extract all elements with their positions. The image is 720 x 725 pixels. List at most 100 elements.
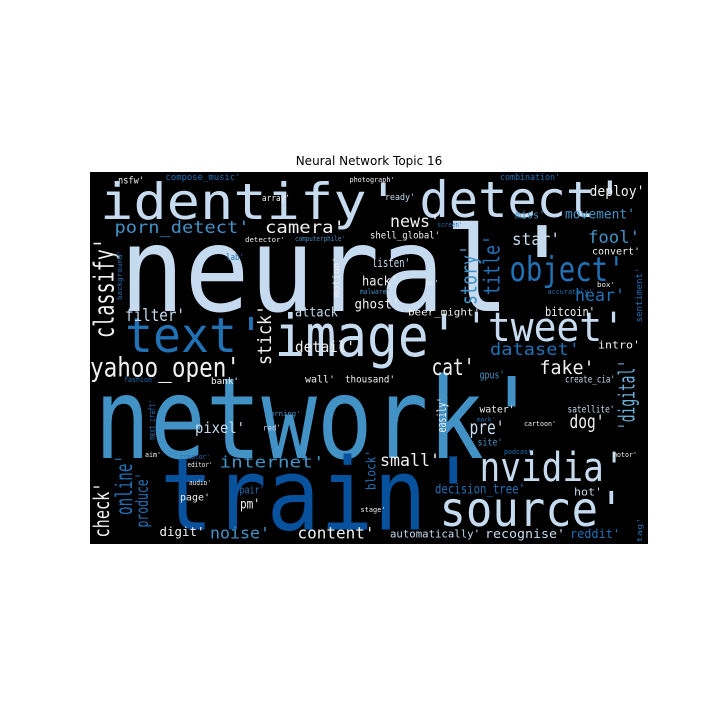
- chart-title: Neural Network Topic 16: [296, 154, 443, 168]
- word: dataset': [490, 340, 580, 360]
- word: lab': [226, 253, 244, 263]
- word: page': [180, 493, 210, 504]
- word: ready': [385, 193, 415, 203]
- word: fake': [540, 357, 595, 379]
- word: small': [380, 451, 440, 471]
- word: wall': [305, 375, 335, 386]
- word: audio': [189, 479, 211, 487]
- word: classify': [88, 238, 121, 338]
- word: attack': [295, 306, 345, 321]
- word: 'digital': [616, 360, 641, 430]
- word: miss': [515, 209, 545, 222]
- word: fashion': [124, 376, 156, 384]
- word: ghost': [355, 298, 400, 313]
- word: compose_music': [166, 173, 241, 183]
- word: camera': [265, 218, 345, 238]
- word: morning': [266, 410, 301, 418]
- word-cloud: identify' detect'neural' network'train' ima…: [88, 171, 646, 554]
- word: object': [510, 250, 625, 290]
- word: nvidia': [480, 445, 625, 491]
- word: recognise': [485, 527, 565, 541]
- word: star': [512, 230, 560, 250]
- word: easily': [435, 398, 449, 433]
- word: detector': [245, 236, 285, 244]
- word: detect': [420, 171, 625, 229]
- word: bitcoin': [545, 305, 595, 319]
- word: title': [481, 235, 506, 295]
- word: box': [597, 281, 615, 289]
- word: filter': [125, 306, 185, 326]
- word: photograph': [350, 176, 395, 184]
- word: cat': [432, 355, 475, 381]
- word: array': [262, 194, 290, 204]
- word: next_craft': [148, 400, 158, 440]
- word: deploy': [590, 184, 645, 200]
- word: hear': [575, 286, 625, 306]
- word: pre': [470, 417, 505, 439]
- word: network': [95, 355, 540, 485]
- word: image': [275, 302, 460, 370]
- word: malware': [360, 288, 390, 296]
- word: neural': [120, 201, 575, 339]
- word: screen': [438, 221, 463, 229]
- word: online': [112, 455, 138, 515]
- word: fool': [588, 228, 640, 248]
- word: story': [458, 245, 483, 305]
- word: source': [440, 482, 625, 538]
- word: shell_global': [370, 231, 440, 242]
- word: train': [160, 437, 480, 554]
- word: content': [298, 524, 375, 543]
- word: site': [478, 438, 503, 449]
- word: background': [116, 250, 124, 300]
- word: aim': [145, 451, 161, 459]
- word: cartoon': [524, 420, 556, 428]
- word: computerphile': [295, 235, 345, 243]
- word: reddit': [570, 527, 620, 541]
- word: stick': [254, 305, 276, 365]
- word: beer_might': [408, 308, 480, 319]
- cloud-background: [90, 172, 648, 544]
- word: creator': [180, 453, 210, 461]
- word: digit': [160, 525, 205, 539]
- word: motion': [332, 257, 343, 297]
- word: satellite': [568, 405, 615, 416]
- word: pm': [240, 498, 260, 513]
- word: stage': [361, 506, 386, 514]
- word: detail': [295, 338, 355, 356]
- word: yahoo_open': [90, 353, 240, 384]
- word: red': [263, 424, 281, 433]
- word: internet': [220, 453, 325, 472]
- word: podcast': [504, 448, 536, 456]
- word: hack': [362, 275, 398, 290]
- word: movement': [565, 208, 635, 223]
- word: bank': [211, 377, 239, 387]
- word: porn_detect': [115, 218, 250, 238]
- word: listen': [372, 256, 410, 270]
- word: text': [125, 308, 265, 364]
- word: pair': [240, 484, 265, 497]
- word: accurately': [548, 288, 593, 296]
- word: thousand': [345, 375, 395, 386]
- word: block': [365, 450, 380, 490]
- word: noise': [210, 524, 270, 543]
- word: nsfw': [118, 176, 144, 187]
- word: tag': [636, 518, 644, 543]
- word: check': [90, 483, 114, 538]
- word: convert': [592, 247, 640, 258]
- word: editor': [188, 461, 213, 469]
- word: gpus': [480, 369, 505, 382]
- word: automatically': [390, 528, 480, 541]
- word: pixel': [195, 419, 245, 437]
- word: intro': [598, 339, 640, 352]
- word: dog': [570, 411, 605, 433]
- word: water': [480, 405, 515, 416]
- word: mark': [477, 417, 495, 424]
- word: sentiment': [635, 268, 645, 323]
- word: identify': [100, 173, 400, 231]
- word: create_cia': [565, 375, 615, 386]
- word: news': [390, 212, 440, 232]
- word: 'tweet': [465, 305, 625, 351]
- word: hot': [574, 486, 602, 499]
